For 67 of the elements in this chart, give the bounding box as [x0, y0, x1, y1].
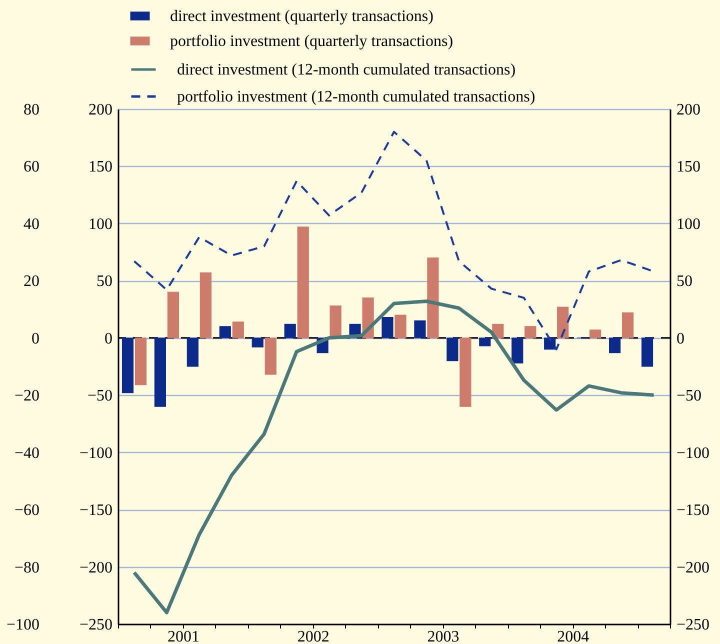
y2-tick-label: 0	[676, 330, 684, 348]
x-tick-label: 2004	[557, 628, 590, 644]
bar	[297, 226, 309, 338]
bar	[590, 330, 602, 338]
bar	[167, 292, 180, 338]
y3-tick-label: −40	[14, 444, 40, 462]
bar	[622, 312, 634, 338]
bar	[544, 338, 556, 350]
bar	[641, 338, 654, 367]
bar	[608, 338, 621, 354]
y2-tick-label: −50	[676, 388, 702, 405]
bar	[284, 324, 296, 338]
y3-tick-label: 60	[24, 158, 40, 176]
y-tick-label: −250	[79, 616, 112, 634]
legend-label: portfolio investment (12-month cumulated transactions)	[177, 88, 536, 106]
bar	[252, 338, 264, 348]
y-tick-label: 50	[96, 273, 112, 290]
bar	[122, 338, 134, 394]
bar	[134, 338, 147, 386]
y3-tick-label: −100	[6, 616, 40, 634]
bar	[264, 338, 276, 375]
y-tick-label: −200	[79, 559, 112, 576]
x-tick-label: 2002	[297, 628, 330, 644]
legend-label: direct investment (quarterly transactions)	[170, 8, 434, 25]
y3-tick-label: 40	[24, 216, 40, 233]
legend-label: portfolio investment (quarterly transactions)	[170, 33, 454, 50]
bar	[446, 338, 458, 362]
y3-tick-label: −20	[14, 388, 40, 405]
y-tick-label: 100	[88, 216, 112, 233]
bar	[479, 338, 491, 346]
y-tick-label: 0	[104, 330, 112, 348]
x-tick-label: 2003	[427, 628, 460, 644]
y-tick-label: 150	[88, 158, 112, 176]
y2-tick-label: −150	[676, 502, 710, 520]
x-tick-label: 2001	[167, 628, 200, 644]
y2-tick-label: −200	[676, 559, 710, 576]
bar	[382, 316, 394, 338]
bar	[414, 320, 426, 338]
y2-tick-label: 50	[676, 273, 692, 290]
bar	[186, 338, 198, 367]
y-tick-label: −50	[87, 388, 112, 405]
legend-label: direct investment (12-month cumulated transactions)	[177, 62, 516, 78]
bar	[512, 338, 524, 364]
bar	[200, 272, 212, 338]
y-tick-label: −100	[79, 444, 112, 462]
y3-tick-label: −60	[14, 502, 40, 520]
y3-tick-label: 0	[32, 330, 40, 348]
bar	[557, 306, 569, 338]
y2-tick-label: −100	[676, 444, 710, 462]
y2-tick-label: 100	[676, 216, 700, 233]
y-tick-label: −150	[79, 502, 112, 520]
bar	[154, 338, 166, 407]
y3-tick-label: 20	[24, 273, 40, 290]
bar	[394, 314, 406, 338]
y2-tick-label: 200	[676, 102, 700, 118]
bar	[219, 326, 231, 338]
bar	[330, 306, 342, 338]
bar	[427, 257, 439, 338]
y2-tick-label: −250	[676, 616, 710, 634]
y2-tick-label: 150	[676, 158, 700, 176]
y3-tick-label: 80	[24, 102, 40, 118]
line-series	[132, 300, 656, 614]
y-tick-label: 200	[88, 102, 112, 118]
bar	[460, 338, 472, 407]
bar	[232, 322, 244, 338]
y3-tick-label: −80	[14, 559, 40, 576]
bar	[524, 326, 536, 338]
